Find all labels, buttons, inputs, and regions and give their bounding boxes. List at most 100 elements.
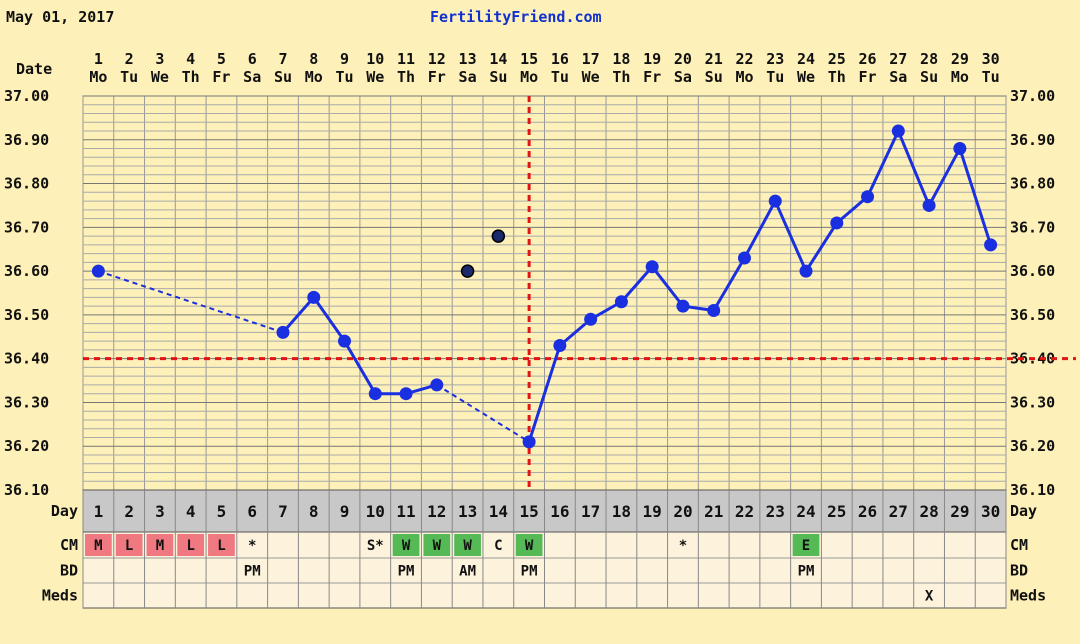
day-row-label: Day (51, 502, 78, 520)
cm-cell[interactable]: W (525, 538, 534, 554)
header-day-number: 28 (920, 50, 938, 68)
cm-cell[interactable]: W (463, 538, 472, 554)
header-day-number: 4 (186, 50, 195, 68)
bd-cell[interactable]: AM (459, 564, 476, 580)
discarded-temp-point[interactable] (460, 264, 475, 278)
date-row-label: Date (16, 60, 52, 78)
y-tick-label-left: 36.40 (4, 350, 49, 368)
cm-cell[interactable]: * (679, 538, 687, 554)
cm-cell-fill (177, 534, 205, 556)
cm-cell[interactable]: S* (367, 538, 384, 554)
cm-cell[interactable]: M (156, 538, 164, 554)
header-weekday: Sa (459, 68, 477, 86)
header-weekday: Mo (735, 68, 753, 86)
day-cell: 26 (858, 502, 877, 521)
header-weekday: Tu (120, 68, 138, 86)
header-weekday: Th (828, 68, 846, 86)
temp-point[interactable] (799, 264, 813, 278)
temp-line (620, 265, 654, 303)
temp-point[interactable] (891, 124, 905, 138)
temp-point[interactable] (584, 312, 598, 326)
temp-point[interactable] (368, 387, 382, 401)
temp-point[interactable] (399, 387, 413, 401)
cm-cell[interactable]: L (125, 538, 133, 554)
temp-line (773, 200, 808, 272)
cm-cell[interactable]: E (802, 538, 810, 554)
temp-line (866, 130, 900, 198)
temp-point[interactable] (768, 194, 782, 208)
cm-cell-fill (515, 534, 543, 556)
temp-point[interactable] (614, 295, 628, 309)
temp-point[interactable] (737, 251, 751, 265)
temp-line (896, 130, 931, 207)
header-day-number: 22 (735, 50, 753, 68)
day-cell: 22 (735, 502, 754, 521)
header-weekday: We (366, 68, 384, 86)
header-weekday: Mo (89, 68, 107, 86)
meds-cell[interactable]: X (925, 589, 934, 605)
date-header: 1Mo2Tu3We4Th5Fr6Sa7Su8Mo9Tu10We11Th12Fr1… (89, 50, 999, 86)
header-day-number: 11 (397, 50, 415, 68)
temp-point[interactable] (338, 334, 352, 348)
cm-row-label-right: CM (1010, 536, 1028, 554)
day-cell: 13 (458, 502, 477, 521)
temp-point[interactable] (307, 290, 321, 304)
y-tick-label-right: 36.30 (1010, 393, 1055, 411)
cm-cell[interactable]: * (248, 538, 256, 554)
header-weekday: Su (489, 68, 507, 86)
day-cell: 19 (643, 502, 662, 521)
cm-cell[interactable]: L (186, 538, 194, 554)
y-tick-label-right: 36.70 (1010, 218, 1055, 236)
temp-point[interactable] (922, 198, 936, 212)
site-name[interactable]: FertilityFriend.com (430, 8, 602, 26)
cm-cell[interactable]: W (402, 538, 411, 554)
y-tick-label-right: 36.60 (1010, 262, 1055, 280)
cm-cell[interactable]: C (494, 538, 502, 554)
header-day-number: 29 (951, 50, 969, 68)
day-cell: 8 (309, 502, 319, 521)
day-cell: 23 (766, 502, 785, 521)
temp-point[interactable] (522, 435, 536, 449)
cm-cell[interactable]: L (217, 538, 225, 554)
header-day-number: 2 (125, 50, 134, 68)
cm-cell[interactable]: W (433, 538, 442, 554)
header-weekday: Sa (674, 68, 692, 86)
temp-point[interactable] (984, 238, 998, 252)
temp-point[interactable] (676, 299, 690, 313)
header-day-number: 30 (982, 50, 1000, 68)
cm-cell[interactable]: M (94, 538, 102, 554)
header-weekday: Th (612, 68, 630, 86)
header-day-number: 26 (859, 50, 877, 68)
header-weekday: We (797, 68, 815, 86)
header-day-number: 23 (766, 50, 784, 68)
temp-point[interactable] (861, 190, 875, 204)
y-tick-label-left: 36.50 (4, 306, 49, 324)
bd-cell[interactable]: PM (244, 564, 261, 580)
temp-point[interactable] (553, 339, 567, 353)
temp-point[interactable] (707, 304, 721, 318)
header-day-number: 3 (155, 50, 164, 68)
bd-cell[interactable]: PM (398, 564, 415, 580)
day-cell: 9 (340, 502, 350, 521)
y-tick-label-right: 37.00 (1010, 87, 1055, 105)
temp-point[interactable] (830, 216, 844, 230)
temp-point[interactable] (430, 378, 444, 392)
day-cell: 2 (124, 502, 134, 521)
temp-point[interactable] (91, 264, 105, 278)
y-tick-label-right: 36.10 (1010, 481, 1055, 499)
bd-cell[interactable]: PM (521, 564, 538, 580)
temp-point[interactable] (276, 325, 290, 339)
day-cell: 27 (889, 502, 908, 521)
temp-point[interactable] (645, 260, 659, 274)
header-day-number: 21 (705, 50, 723, 68)
header-weekday: Mo (520, 68, 538, 86)
discarded-temp-point[interactable] (491, 229, 506, 243)
header-day-number: 24 (797, 50, 815, 68)
bd-cell[interactable]: PM (798, 564, 815, 580)
temp-point[interactable] (953, 142, 967, 156)
day-cell: 5 (217, 502, 227, 521)
y-tick-label-right: 36.90 (1010, 131, 1055, 149)
header-weekday: Fr (428, 68, 446, 86)
